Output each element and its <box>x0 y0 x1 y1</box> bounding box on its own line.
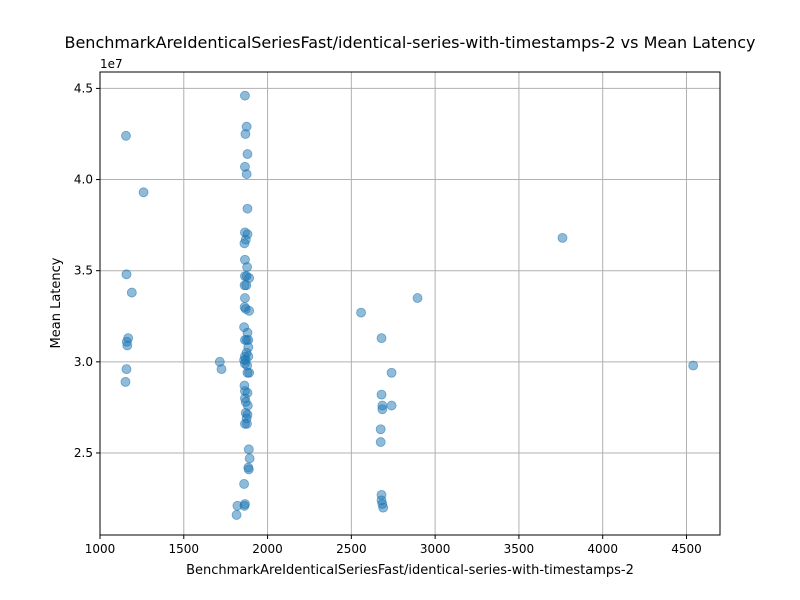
data-point <box>376 333 387 344</box>
data-point <box>386 400 397 411</box>
x-tick-label: 1500 <box>169 542 200 556</box>
data-point <box>377 404 388 415</box>
data-point <box>231 510 242 520</box>
data-point <box>239 479 250 489</box>
data-point <box>239 238 250 249</box>
data-point <box>121 130 131 141</box>
data-point <box>120 376 131 387</box>
data-point <box>122 340 133 351</box>
data-point <box>688 360 699 371</box>
data-point <box>121 364 132 375</box>
data-point <box>243 464 254 475</box>
y-tick-label: 2.5 <box>74 446 93 460</box>
y-axis-offset-label: 1e7 <box>100 57 123 71</box>
data-point <box>386 367 397 378</box>
data-point <box>240 293 250 303</box>
data-point <box>138 187 149 198</box>
data-point <box>232 500 243 511</box>
data-point <box>121 269 132 280</box>
x-axis-label: BenchmarkAreIdenticalSeriesFast/identica… <box>186 563 634 578</box>
data-point <box>242 203 253 214</box>
grid-lines <box>99 72 720 535</box>
y-axis-label: Mean Latency <box>49 257 64 348</box>
data-point <box>244 367 255 378</box>
plot-frame <box>99 71 721 536</box>
data-point <box>241 280 252 291</box>
x-tick-label: 4500 <box>671 542 702 556</box>
y-tick-label: 4.5 <box>74 81 93 95</box>
data-point <box>412 293 423 303</box>
x-tick-label: 3500 <box>504 542 535 556</box>
y-tick-label: 4.0 <box>74 173 93 187</box>
x-axis-ticks: 1000 1500 2000 2500 3000 3500 4000 4500 <box>85 535 702 556</box>
y-tick-label: 3.5 <box>74 264 93 278</box>
data-point <box>242 149 253 159</box>
chart-title: BenchmarkAreIdenticalSeriesFast/identica… <box>64 33 755 52</box>
data-point <box>375 437 386 447</box>
data-point <box>240 90 250 101</box>
data-point <box>243 444 254 455</box>
data-point <box>216 364 227 375</box>
data-point <box>557 232 568 243</box>
data-point <box>378 502 389 513</box>
data-point <box>244 453 255 464</box>
x-tick-label: 3000 <box>420 542 451 556</box>
x-tick-label: 1000 <box>85 542 116 556</box>
y-tick-label: 3.0 <box>74 355 93 369</box>
x-tick-label: 2500 <box>336 542 367 556</box>
x-tick-label: 2000 <box>252 542 283 556</box>
x-tick-label: 4000 <box>587 542 618 556</box>
data-point <box>242 418 252 429</box>
data-point <box>356 307 366 318</box>
data-point <box>375 424 386 435</box>
data-points <box>120 90 699 520</box>
data-point <box>376 389 387 400</box>
data-point <box>240 129 251 139</box>
y-axis-ticks: 2.5 3.0 3.5 4.0 4.5 <box>74 81 100 460</box>
data-point <box>244 305 255 316</box>
data-point <box>241 169 252 179</box>
data-point <box>242 262 253 272</box>
data-point <box>126 287 137 298</box>
